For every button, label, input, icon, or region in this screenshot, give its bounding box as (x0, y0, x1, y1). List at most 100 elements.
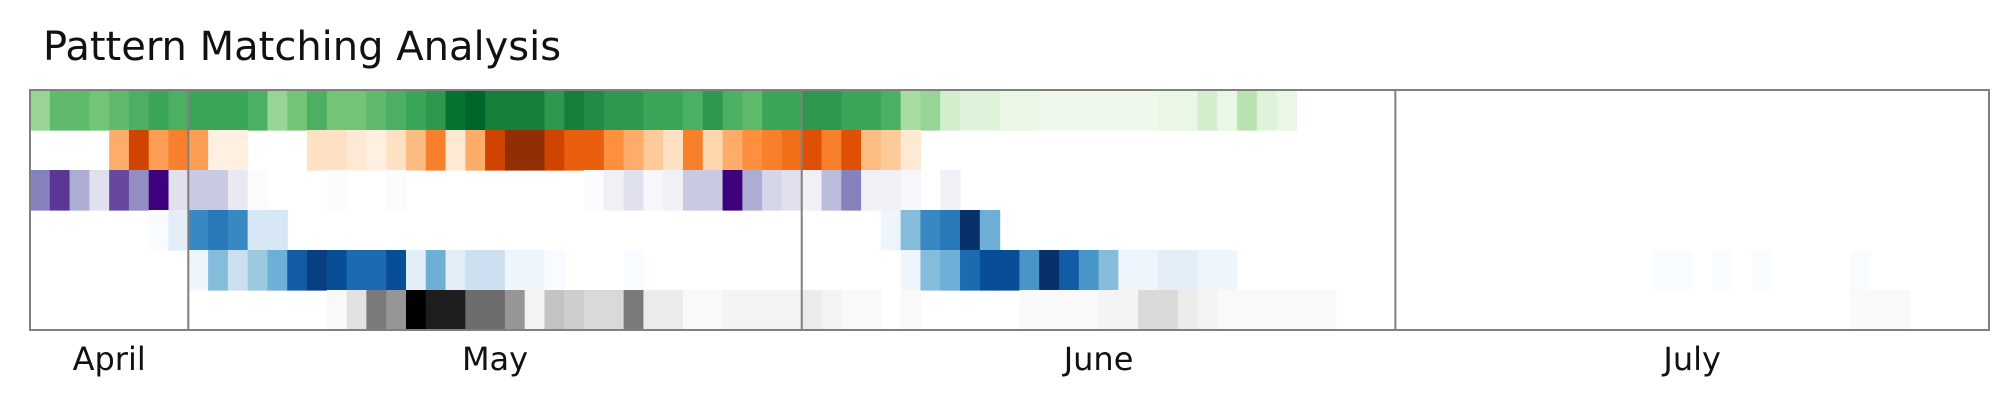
heatmap-cell (623, 90, 645, 131)
heatmap-cell (564, 90, 585, 131)
heatmap-cell (1237, 290, 1258, 331)
heatmap-cell (504, 290, 526, 331)
heatmap-cell (326, 290, 348, 331)
heatmap-cell (405, 290, 427, 331)
heatmap-cell (366, 90, 387, 131)
heatmap-cell (1850, 290, 1871, 331)
heatmap-cell (900, 290, 922, 331)
heatmap-cell (326, 170, 348, 211)
heatmap-cell (1890, 290, 1911, 331)
heatmap-cell (663, 170, 684, 211)
heatmap-cell (623, 130, 645, 171)
heatmap-cell (643, 90, 664, 131)
heatmap-cell (465, 290, 486, 331)
heatmap-cell (781, 90, 803, 131)
heatmap-cell (485, 130, 506, 171)
heatmap-cell (544, 290, 565, 331)
heatmap-cell (425, 90, 447, 131)
heatmap-cell (168, 210, 189, 251)
heatmap-cell (1276, 290, 1298, 331)
heatmap-cell (227, 250, 249, 291)
heatmap-cell (1217, 250, 1238, 291)
month-label-june: June (1062, 340, 1134, 378)
heatmap-cell (524, 290, 546, 331)
heatmap-cell (623, 290, 645, 331)
chart-title: Pattern Matching Analysis (43, 24, 562, 70)
heatmap-cell (1296, 290, 1317, 331)
heatmap-cell (960, 250, 981, 291)
heatmap-cell (1177, 250, 1199, 291)
heatmap-cell (1098, 250, 1119, 291)
heatmap-cell (405, 130, 427, 171)
heatmap-cell (227, 130, 249, 171)
heatmap-cell (1138, 250, 1159, 291)
heatmap-cell (900, 90, 922, 131)
heatmap-cell (861, 90, 882, 131)
heatmap-cell (643, 170, 664, 211)
heatmap-cell (425, 130, 447, 171)
heatmap-cell (168, 130, 189, 171)
heatmap-cell (445, 130, 466, 171)
heatmap-cell (1039, 90, 1060, 131)
heatmap-cell (307, 90, 328, 131)
heatmap-cell (326, 90, 348, 131)
heatmap-cell (861, 130, 882, 171)
heatmap-cell (742, 90, 763, 131)
heatmap-cell (1157, 290, 1179, 331)
plot-frame (29, 89, 1990, 331)
heatmap-cell (1850, 250, 1871, 291)
heatmap-cell (861, 170, 882, 211)
heatmap-cell (445, 250, 466, 291)
heatmap-cell (1217, 290, 1238, 331)
heatmap-cell (485, 90, 506, 131)
heatmap-cell (386, 290, 407, 331)
heatmap-cell (30, 170, 51, 211)
heatmap-cell (623, 170, 645, 211)
heatmap-cell (880, 170, 902, 211)
heatmap-cell (801, 170, 823, 211)
heatmap-cell (841, 90, 862, 131)
heatmap-cell (1711, 250, 1733, 291)
heatmap-cell (346, 130, 367, 171)
heatmap-cell (405, 250, 427, 291)
heatmap-cell (1118, 90, 1139, 131)
heatmap-cell (979, 250, 1001, 291)
heatmap-cell (267, 250, 288, 291)
month-labels: April May June July (73, 340, 1721, 378)
heatmap-cell (247, 210, 269, 251)
heatmap-cell (880, 130, 902, 171)
heatmap-cell (366, 130, 387, 171)
heatmap-cell (148, 90, 170, 131)
heatmap-cell (524, 90, 546, 131)
heatmap-cell (900, 130, 922, 171)
heatmap-cell (584, 90, 605, 131)
heatmap-cell (1197, 90, 1218, 131)
heatmap-cell (683, 130, 704, 171)
heatmap-cell (465, 90, 486, 131)
heatmap-cell (1138, 290, 1159, 331)
heatmap-cell (208, 90, 229, 131)
heatmap-cell (683, 170, 704, 211)
heatmap-cell (1237, 90, 1258, 131)
heatmap-cell (940, 90, 961, 131)
heatmap-cell (564, 290, 585, 331)
heatmap-cell (960, 210, 981, 251)
heatmap-cell (584, 170, 605, 211)
heatmap-cell (1157, 250, 1179, 291)
month-label-july: July (1661, 340, 1721, 378)
heatmap-cell (247, 250, 269, 291)
heatmap-cell (287, 90, 308, 131)
heatmap-cell (1118, 250, 1139, 291)
heatmap-cell (603, 170, 625, 211)
heatmap-cell (841, 170, 862, 211)
heatmap-cell (1217, 90, 1238, 131)
heatmap-cell (386, 130, 407, 171)
heatmap-cell (326, 250, 348, 291)
heatmap-cell (920, 250, 941, 291)
heatmap-cell (1039, 290, 1060, 331)
heatmap-cell (722, 90, 743, 131)
heatmap-cells (30, 90, 1911, 331)
heatmap-cell (346, 250, 367, 291)
heatmap-cell (227, 170, 249, 211)
